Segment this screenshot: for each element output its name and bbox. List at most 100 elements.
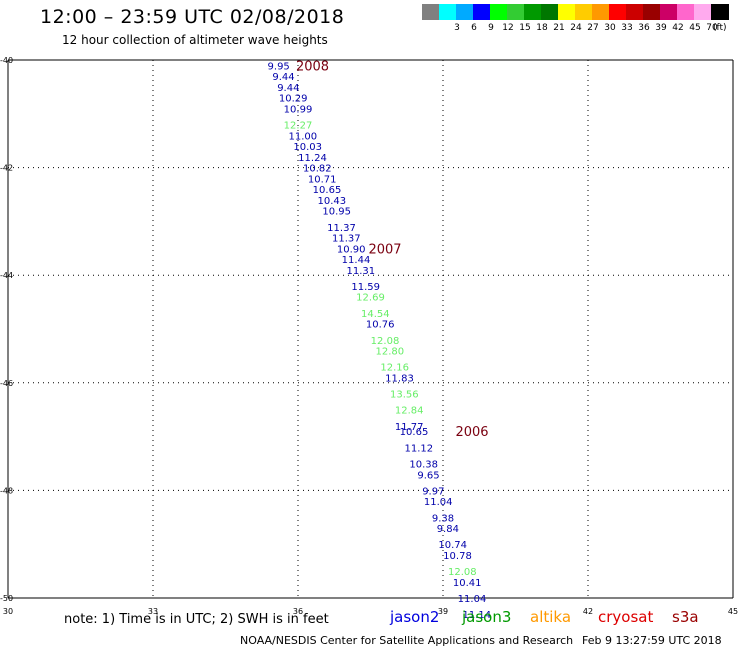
- scale-label: 36: [638, 23, 650, 33]
- wave-height-value: 11.00: [289, 131, 318, 142]
- scale-label: 70: [706, 23, 718, 33]
- wave-height-value: 12.08: [371, 336, 400, 347]
- footer-credit: NOAA/NESDIS Center for Satellite Applica…: [240, 634, 574, 647]
- wave-height-value: 10.74: [438, 540, 467, 551]
- wave-height-value: 10.03: [293, 142, 322, 153]
- scale-swatch: [711, 4, 729, 20]
- scale-label: 21: [553, 23, 565, 33]
- wave-height-value: 14.54: [361, 309, 390, 320]
- wave-height-value: 12.08: [448, 567, 477, 578]
- wave-height-value: 10.95: [322, 207, 351, 218]
- wave-height-value: 11.44: [342, 255, 371, 266]
- scale-swatch: [592, 4, 610, 20]
- x-tick-label: 39: [438, 607, 448, 616]
- wave-height-value: 10.76: [366, 320, 395, 331]
- scale-label: 27: [587, 23, 599, 33]
- wave-height-value: 9.44: [277, 83, 299, 94]
- scale-swatch: [626, 4, 644, 20]
- y-tick-label: -50: [0, 594, 13, 603]
- wave-height-value: 11.14: [463, 610, 492, 621]
- wave-height-value: 11.77: [395, 422, 424, 433]
- wave-height-value: 11.04: [458, 594, 487, 605]
- footer-date: Feb 9 13:27:59 UTC 2018: [582, 634, 722, 647]
- wave-height-value: 12.69: [356, 293, 385, 304]
- scale-label: 30: [604, 23, 616, 33]
- wave-height-value: 10.65: [400, 427, 429, 438]
- map-axes: 30 33 36 39 42 45 -40 -42 -44 -46 -48 -50: [0, 56, 738, 616]
- wave-height-value: 10.82: [303, 164, 332, 175]
- scale-swatch: [507, 4, 525, 20]
- scale-swatch: [473, 4, 491, 20]
- wave-height-value: 12.84: [395, 406, 424, 417]
- scale-label: 6: [471, 23, 477, 33]
- wave-height-value: 10.90: [337, 244, 366, 255]
- wave-height-value: 10.78: [443, 551, 472, 562]
- wave-height-value: 9.97: [422, 486, 444, 497]
- x-tick-label: 42: [583, 607, 593, 616]
- time-markers-layer: 2008 2007 2006: [296, 59, 489, 440]
- wave-height-value: 10.65: [313, 185, 342, 196]
- wave-height-value: 10.38: [409, 460, 438, 471]
- scale-swatch: [558, 4, 576, 20]
- page-title: 12:00 – 23:59 UTC 02/08/2018: [40, 6, 345, 28]
- scale-label: 18: [536, 23, 548, 33]
- wave-height-value: 9.84: [437, 524, 459, 535]
- legend-item-altika: altika: [530, 608, 572, 626]
- satellite-legend: jason2 jason3 altika cryosat s3a: [0, 608, 740, 628]
- wave-height-value: 11.31: [347, 266, 376, 277]
- scale-label: 39: [655, 23, 667, 33]
- scale-label: 45: [689, 23, 701, 33]
- scale-label: 15: [519, 23, 531, 33]
- wave-height-value: 11.37: [327, 223, 356, 234]
- scale-swatch: [660, 4, 678, 20]
- y-tick-label: -48: [0, 486, 13, 495]
- wave-height-value: 12.16: [380, 363, 409, 374]
- page-subtitle: 12 hour collection of altimeter wave hei…: [62, 33, 328, 47]
- wave-height-value: 9.38: [432, 513, 454, 524]
- x-tick-label: 33: [148, 607, 158, 616]
- scale-label: 9: [488, 23, 494, 33]
- scale-swatch: [439, 4, 457, 20]
- wave-height-value: 11.12: [405, 443, 434, 454]
- scale-swatch: [524, 4, 542, 20]
- scale-swatch: [575, 4, 593, 20]
- y-tick-label: -42: [0, 164, 13, 173]
- scale-swatch: [677, 4, 695, 20]
- y-tick-label: -44: [0, 271, 13, 280]
- wave-height-value: 9.44: [272, 72, 294, 83]
- scale-label: 33: [621, 23, 633, 33]
- time-marker-label: 2006: [455, 425, 488, 440]
- scale-label: 12: [502, 23, 514, 33]
- x-tick-label: 45: [728, 607, 738, 616]
- wave-height-value: 11.59: [351, 282, 380, 293]
- scale-label: 24: [570, 23, 582, 33]
- x-tick-label: 30: [3, 607, 13, 616]
- scale-units: (ft): [713, 23, 727, 33]
- wave-height-value: 9.95: [268, 61, 290, 72]
- wave-height-value: 11.24: [298, 153, 327, 164]
- observations-layer: 9.959.449.4410.2910.9912.2711.0010.0311.…: [268, 61, 492, 621]
- y-tick-label: -46: [0, 379, 13, 388]
- scale-swatch: [609, 4, 627, 20]
- wave-height-value: 12.27: [284, 121, 313, 132]
- wave-height-value: 10.71: [308, 174, 337, 185]
- scale-swatch: [541, 4, 559, 20]
- wave-height-value: 11.83: [385, 373, 414, 384]
- time-marker-label: 2008: [296, 59, 329, 74]
- scale-swatch: [490, 4, 508, 20]
- scale-swatch: [643, 4, 661, 20]
- y-tick-label: -40: [0, 56, 13, 65]
- scale-swatch: [422, 4, 440, 20]
- wave-height-value: 10.99: [284, 104, 313, 115]
- wave-height-value: 11.37: [332, 234, 361, 245]
- time-marker-label: 2007: [368, 242, 401, 257]
- scale-swatch: [694, 4, 712, 20]
- wave-height-value: 11.04: [424, 497, 453, 508]
- legend-item-cryosat: cryosat: [598, 608, 654, 626]
- wave-height-value: 9.65: [417, 470, 439, 481]
- scale-label: 3: [454, 23, 460, 33]
- x-tick-label: 36: [293, 607, 303, 616]
- footer-note: note: 1) Time is in UTC; 2) SWH is in fe…: [64, 612, 329, 627]
- map-grid: [7, 59, 734, 599]
